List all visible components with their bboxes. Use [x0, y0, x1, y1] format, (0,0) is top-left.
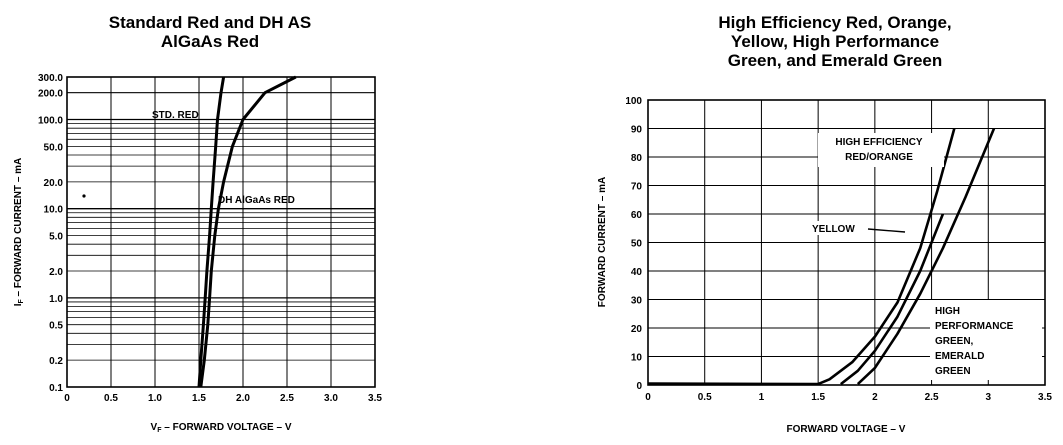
left-y-tick: 2.0	[49, 267, 63, 278]
label-red-orange: RED/ORANGE	[845, 152, 913, 163]
left-x-tick: 3.0	[324, 393, 338, 404]
left-y-tick: 0.5	[49, 321, 63, 332]
right-y-tick: 20	[631, 324, 643, 335]
left-chart: 0 0.5 1.0 1.5 2.0 2.5 3.0 3.5 0.1 0.2 0.5 1.0 2.0 5.…	[13, 73, 382, 434]
left-chart-title: Standard Red and DH AS AlGaAs Red	[108, 13, 312, 51]
left-y-tick: 10.0	[44, 205, 64, 216]
right-y-axis-label: FORWARD CURRENT – mA	[597, 177, 608, 307]
label-high: HIGH	[935, 306, 960, 317]
label-bg-hero	[818, 133, 944, 167]
left-y-tick: 1.0	[49, 294, 63, 305]
right-x-tick: 0	[645, 392, 651, 403]
right-x-tick: 0.5	[698, 392, 712, 403]
label-dh-algaas-red: DH AlGaAs RED	[218, 195, 295, 206]
right-y-tick: 40	[631, 267, 643, 278]
left-x-axis-label: VF – FORWARD VOLTAGE – V	[151, 422, 292, 434]
left-x-tick: 0.5	[104, 393, 118, 404]
right-plot-frame	[647, 99, 1046, 386]
right-chart: 0 0.5 1 1.5 2 2.5 3 3.5 0102030405060708090100 …	[597, 96, 1052, 435]
label-green: GREEN,	[935, 336, 974, 347]
left-series-line-0	[197, 76, 226, 388]
right-chart-title: High Efficiency Red, Orange, Yellow, Hig…	[718, 13, 952, 70]
left-y-tick: 0.2	[49, 356, 63, 367]
left-y-tick: 300.0	[38, 73, 63, 84]
left-y-tick: 20.0	[44, 178, 64, 189]
left-y-tick: 100.0	[38, 116, 63, 127]
right-x-tick-labels: 0 0.5 1 1.5 2 2.5 3 3.5	[645, 392, 1052, 403]
left-y-axis-label: IF – FORWARD CURRENT – mA	[13, 158, 25, 307]
right-y-tick: 90	[631, 125, 643, 136]
left-grid	[67, 77, 375, 387]
right-y-tick: 0	[636, 381, 642, 392]
left-x-tick: 2.5	[280, 393, 294, 404]
left-series-line-1	[199, 75, 297, 388]
right-x-tick: 1.5	[811, 392, 825, 403]
label-bg-green	[930, 300, 1042, 380]
right-x-tick: 3	[986, 392, 992, 403]
right-y-tick: 10	[631, 353, 643, 364]
right-y-tick: 50	[631, 239, 643, 250]
right-y-tick: 30	[631, 296, 643, 307]
right-x-axis-label: FORWARD VOLTAGE – V	[787, 424, 906, 435]
left-y-tick: 200.0	[38, 89, 63, 100]
right-x-tick: 1	[759, 392, 765, 403]
left-y-tick: 0.1	[49, 383, 63, 394]
right-x-tick: 2	[872, 392, 878, 403]
left-y-tick: 50.0	[44, 142, 64, 153]
left-x-tick: 1.0	[148, 393, 162, 404]
right-x-tick: 2.5	[925, 392, 939, 403]
label-high-efficiency: HIGH EFFICIENCY	[835, 137, 923, 148]
yellow-leader-line	[867, 228, 906, 233]
right-y-tick: 80	[631, 153, 643, 164]
left-x-tick: 0	[64, 393, 70, 404]
label-emerald: EMERALD	[935, 351, 984, 362]
left-y-tick-labels: 0.1 0.2 0.5 1.0 2.0 5.0 10.0 20.0 50.0 100.0 200.0…	[38, 73, 63, 394]
right-curves	[647, 128, 996, 386]
label-std-red: STD. RED	[152, 110, 199, 121]
label-bg-yellow	[810, 221, 870, 235]
right-series-line-0	[647, 128, 956, 386]
right-x-tick: 3.5	[1038, 392, 1052, 403]
right-y-tick: 100	[625, 96, 642, 107]
right-series-line-1	[839, 213, 945, 386]
right-y-tick: 60	[631, 210, 643, 221]
left-x-tick: 1.5	[192, 393, 206, 404]
left-y-tick: 5.0	[49, 232, 63, 243]
left-x-tick: 2.0	[236, 393, 250, 404]
right-y-tick-labels: 0 10 20 30 40 50 60 70 80 90 100	[625, 96, 642, 392]
label-green-2: GREEN	[935, 366, 971, 377]
label-performance: PERFORMANCE	[935, 321, 1014, 332]
left-curves	[197, 75, 297, 388]
left-stray-dot	[82, 194, 86, 198]
right-y-tick: 70	[631, 182, 643, 193]
left-x-tick-labels: 0 0.5 1.0 1.5 2.0 2.5 3.0 3.5	[64, 393, 382, 404]
left-x-tick: 3.5	[368, 393, 382, 404]
left-plot-frame	[66, 76, 376, 388]
label-yellow: YELLOW	[812, 224, 855, 235]
right-series-line-2	[856, 128, 996, 386]
